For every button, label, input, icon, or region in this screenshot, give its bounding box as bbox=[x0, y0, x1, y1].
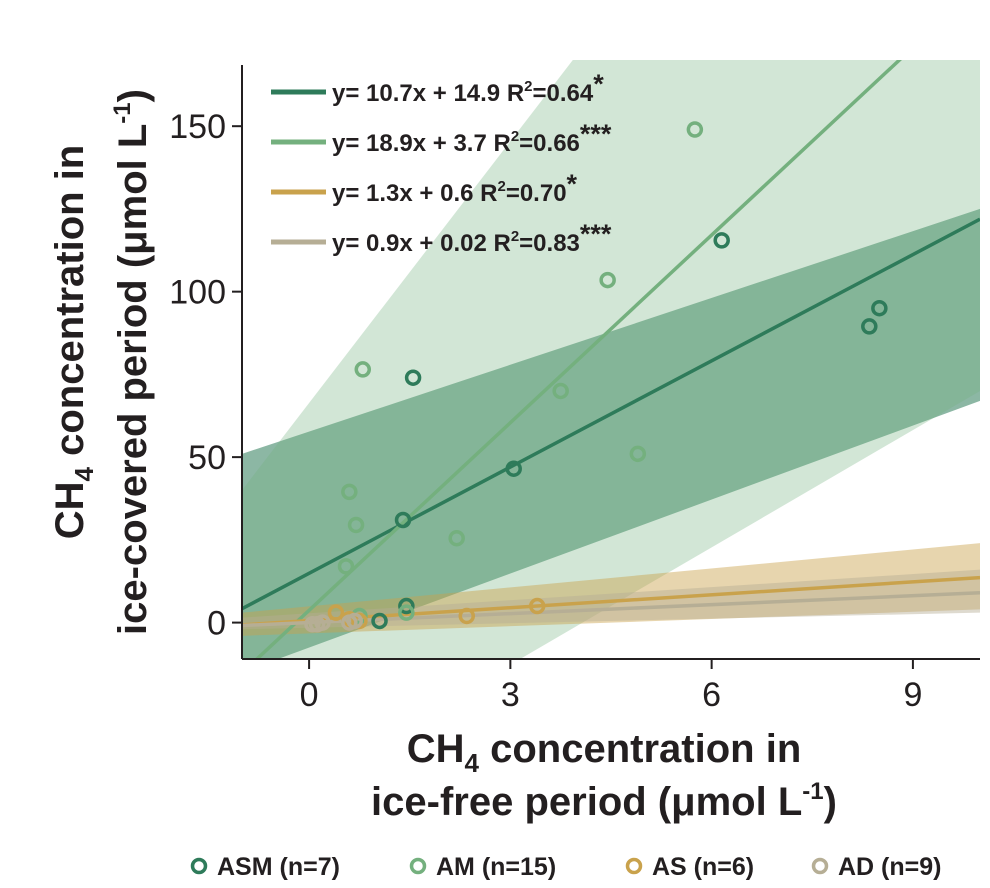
point-am bbox=[398, 604, 415, 621]
point-am bbox=[448, 529, 465, 547]
equation-label-ad: y= 0.9x + 0.02 R2=0.83*** bbox=[332, 219, 612, 257]
point-asm bbox=[713, 232, 730, 249]
point-am bbox=[337, 558, 355, 575]
legend-label-am: AM (n=15) bbox=[436, 853, 556, 881]
x-ticks: 0 3 6 9 bbox=[300, 659, 922, 714]
x-axis-title-line1: CH4 concentration in bbox=[407, 727, 802, 778]
equation-label-as: y= 1.3x + 0.6 R2=0.70* bbox=[332, 169, 578, 207]
legend-label-asm: ASM (n=7) bbox=[217, 853, 340, 881]
point-asm bbox=[871, 299, 888, 317]
point-asm bbox=[398, 597, 415, 615]
x-tick-label: 6 bbox=[702, 676, 721, 714]
point-am bbox=[629, 445, 647, 463]
x-axis-title-line2: ice-free period (μmol L-1) bbox=[371, 778, 837, 824]
point-asm bbox=[371, 612, 388, 630]
legend-marker-asm bbox=[190, 857, 208, 875]
band-asm bbox=[242, 208, 980, 659]
x-tick-label: 0 bbox=[300, 676, 319, 714]
axes bbox=[241, 65, 980, 660]
confidence-bands bbox=[242, 60, 980, 659]
fit-line-asm bbox=[242, 217, 980, 611]
x-tick-label: 9 bbox=[903, 676, 922, 714]
point-am bbox=[341, 483, 358, 501]
y-tick-label: 100 bbox=[169, 274, 226, 312]
y-tick-label: 50 bbox=[188, 439, 226, 477]
y-axis-title-line2: ice-covered period (μmol L-1) bbox=[109, 89, 155, 635]
equation-legend: y= 10.7x + 14.9 R2=0.64* y= 18.9x + 3.7 R… bbox=[271, 69, 612, 257]
legend-label-as: AS (n=6) bbox=[652, 853, 754, 881]
point-as bbox=[327, 604, 345, 621]
data-points bbox=[304, 121, 888, 633]
y-axis-title-line1: CH4 concentration in bbox=[48, 145, 99, 540]
point-am bbox=[686, 121, 704, 138]
series-legend: ASM (n=7) AM (n=15) AS (n=6) AD (n=9) bbox=[190, 853, 941, 881]
point-asm bbox=[404, 369, 422, 386]
point-asm bbox=[394, 511, 412, 529]
fit-line-am bbox=[254, 60, 902, 659]
legend-marker-ad bbox=[811, 857, 829, 875]
point-asm bbox=[505, 460, 522, 477]
point-am bbox=[552, 382, 569, 400]
band-am bbox=[242, 60, 980, 659]
legend-label-ad: AD (n=9) bbox=[838, 853, 941, 881]
y-tick-label: 0 bbox=[207, 605, 226, 643]
legend-marker-am bbox=[409, 857, 427, 875]
point-as bbox=[458, 607, 476, 625]
point-as bbox=[528, 597, 546, 615]
legend-marker-as bbox=[625, 857, 643, 875]
point-am bbox=[599, 271, 616, 289]
point-ad bbox=[314, 614, 331, 631]
equation-label-am: y= 18.9x + 3.7 R2=0.66*** bbox=[332, 119, 612, 157]
y-tick-label: 150 bbox=[169, 108, 226, 146]
point-am bbox=[347, 516, 365, 534]
point-ad bbox=[346, 612, 363, 630]
point-am bbox=[354, 361, 372, 378]
equation-label-asm: y= 10.7x + 14.9 R2=0.64* bbox=[332, 69, 604, 107]
point-asm bbox=[861, 318, 878, 335]
x-tick-label: 3 bbox=[501, 676, 520, 714]
y-ticks: 0 50 100 150 bbox=[169, 108, 242, 643]
